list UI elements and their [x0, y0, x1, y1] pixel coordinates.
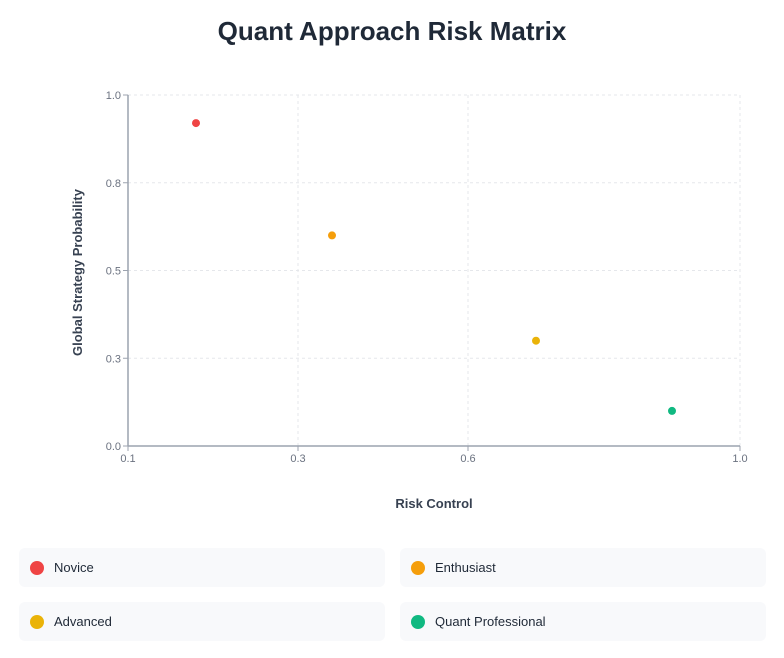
y-tick-label: 1.0: [106, 90, 121, 102]
legend-label: Advanced: [54, 614, 112, 629]
legend-dot-icon: [30, 560, 44, 575]
legend-dot-icon: [30, 614, 44, 629]
legend-label: Quant Professional: [435, 614, 546, 629]
x-tick-label: 0.6: [460, 453, 475, 465]
data-point-novice: [192, 119, 200, 128]
legend-dot-icon: [411, 614, 425, 629]
x-tick-label: 0.1: [120, 453, 135, 465]
legend-item-quant-professional[interactable]: Quant Professional: [400, 602, 766, 641]
y-tick-label: 0.5: [106, 266, 121, 278]
x-tick-label: 0.3: [290, 453, 305, 465]
y-axis-label: Global Strategy Probability: [70, 188, 85, 356]
legend-item-novice[interactable]: Novice: [19, 548, 385, 587]
legend-item-advanced[interactable]: Advanced: [19, 602, 385, 641]
y-tick-label: 0.3: [106, 353, 121, 365]
scatter-chart: 0.0 0.3 0.5 0.8 1.0 0.1 0.3 0.6 1.0 Risk Control G…: [70, 90, 748, 511]
data-point-advanced: [532, 336, 540, 345]
chart-title: Quant Approach Risk Matrix: [217, 16, 567, 46]
x-axis-label: Risk Control: [395, 496, 472, 511]
legend-label: Enthusiast: [435, 560, 496, 575]
legend-label: Novice: [54, 560, 94, 575]
y-tick-label: 0.0: [106, 441, 121, 453]
legend-item-enthusiast[interactable]: Enthusiast: [400, 548, 766, 587]
data-point-quant-professional: [668, 406, 676, 415]
x-tick-label: 1.0: [732, 453, 747, 465]
data-point-enthusiast: [328, 231, 336, 240]
legend-dot-icon: [411, 560, 425, 575]
y-tick-label: 0.8: [106, 178, 121, 190]
